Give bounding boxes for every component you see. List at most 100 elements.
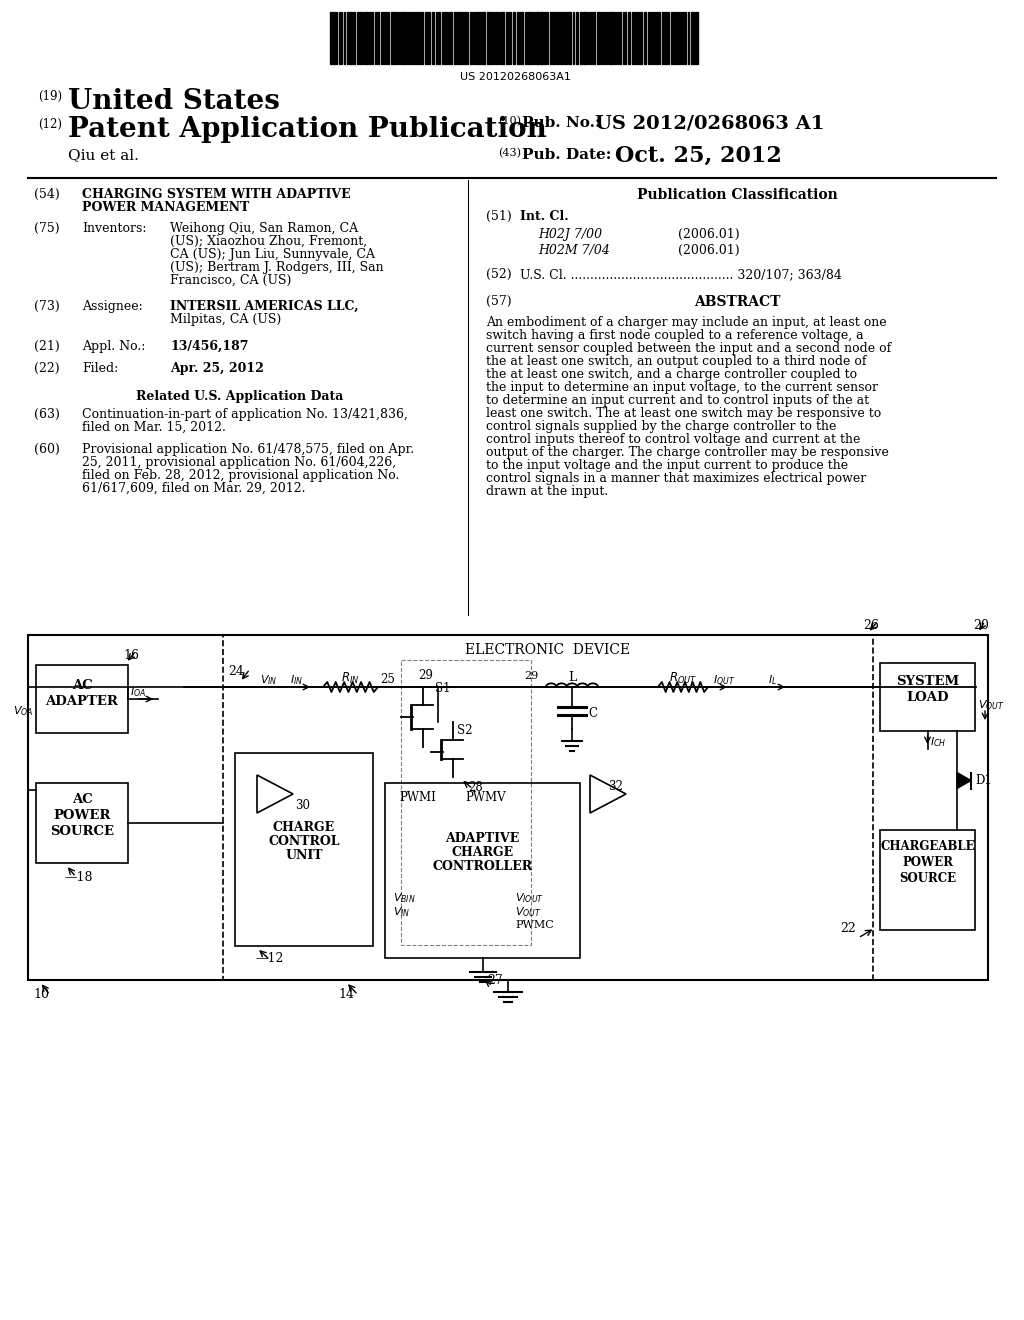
Text: SYSTEM: SYSTEM xyxy=(896,675,959,688)
Text: (2006.01): (2006.01) xyxy=(678,244,739,257)
Text: 29: 29 xyxy=(524,671,539,681)
Text: 26: 26 xyxy=(863,619,879,632)
Bar xyxy=(691,12,694,63)
Text: An embodiment of a charger may include an input, at least one: An embodiment of a charger may include a… xyxy=(486,315,887,329)
Bar xyxy=(531,12,534,63)
Text: Qiu et al.: Qiu et al. xyxy=(68,148,139,162)
Bar xyxy=(454,12,456,63)
Text: the at least one switch, and a charge controller coupled to: the at least one switch, and a charge co… xyxy=(486,368,857,381)
Text: UNIT: UNIT xyxy=(286,849,323,862)
Bar xyxy=(365,12,368,63)
Text: Milpitas, CA (US): Milpitas, CA (US) xyxy=(170,313,282,326)
Text: —12: —12 xyxy=(255,952,284,965)
Text: Assignee:: Assignee: xyxy=(82,300,142,313)
Bar xyxy=(583,12,586,63)
Bar xyxy=(415,12,417,63)
Bar xyxy=(357,12,359,63)
Bar xyxy=(664,12,667,63)
Text: (US); Xiaozhou Zhou, Fremont,: (US); Xiaozhou Zhou, Fremont, xyxy=(170,235,368,248)
Bar xyxy=(353,12,355,63)
Text: the at least one switch, an output coupled to a third node of: the at least one switch, an output coupl… xyxy=(486,355,866,368)
Bar xyxy=(464,12,466,63)
Text: 61/617,609, filed on Mar. 29, 2012.: 61/617,609, filed on Mar. 29, 2012. xyxy=(82,482,305,495)
Text: current sensor coupled between the input and a second node of: current sensor coupled between the input… xyxy=(486,342,891,355)
Text: $V_{IOUT}$: $V_{IOUT}$ xyxy=(515,891,544,906)
Text: $V_{OUT}$: $V_{OUT}$ xyxy=(515,906,542,919)
Bar xyxy=(561,12,563,63)
Bar xyxy=(444,12,447,63)
Text: Pub. Date:: Pub. Date: xyxy=(522,148,611,162)
Text: output of the charger. The charge controller may be responsive: output of the charger. The charge contro… xyxy=(486,446,889,459)
Text: $I_{OA}$: $I_{OA}$ xyxy=(130,685,146,698)
Text: drawn at the input.: drawn at the input. xyxy=(486,484,608,498)
Text: Provisional application No. 61/478,575, filed on Apr.: Provisional application No. 61/478,575, … xyxy=(82,444,414,455)
Text: Inventors:: Inventors: xyxy=(82,222,146,235)
Text: $R_{OUT}$: $R_{OUT}$ xyxy=(669,671,697,686)
Text: —18: —18 xyxy=(63,871,92,884)
Text: H02M 7/04: H02M 7/04 xyxy=(538,244,610,257)
Bar xyxy=(28,635,988,979)
Bar xyxy=(350,12,352,63)
Text: 30: 30 xyxy=(295,799,310,812)
Text: (57): (57) xyxy=(486,294,512,308)
Text: Int. Cl.: Int. Cl. xyxy=(520,210,568,223)
Bar xyxy=(403,12,406,63)
Bar xyxy=(36,665,128,733)
Text: (10): (10) xyxy=(498,116,521,127)
Text: ADAPTER: ADAPTER xyxy=(45,696,119,708)
Bar xyxy=(656,12,658,63)
Bar xyxy=(383,12,385,63)
Bar xyxy=(418,12,420,63)
Bar xyxy=(556,12,558,63)
Text: filed on Mar. 15, 2012.: filed on Mar. 15, 2012. xyxy=(82,421,226,434)
Text: AC: AC xyxy=(72,678,92,692)
Text: 27: 27 xyxy=(487,974,503,987)
Text: POWER: POWER xyxy=(902,855,953,869)
Text: Weihong Qiu, San Ramon, CA: Weihong Qiu, San Ramon, CA xyxy=(170,222,358,235)
Text: Related U.S. Application Data: Related U.S. Application Data xyxy=(136,389,344,403)
Bar xyxy=(501,12,504,63)
Text: (63): (63) xyxy=(34,408,59,421)
Text: 13/456,187: 13/456,187 xyxy=(170,341,249,352)
Bar xyxy=(644,12,646,63)
Bar xyxy=(391,12,394,63)
Text: (75): (75) xyxy=(34,222,59,235)
Text: LOAD: LOAD xyxy=(906,690,949,704)
Bar xyxy=(568,12,571,63)
Text: CHARGE: CHARGE xyxy=(452,846,514,859)
Text: 16: 16 xyxy=(123,649,139,663)
Text: control inputs thereof to control voltage and current at the: control inputs thereof to control voltag… xyxy=(486,433,860,446)
Text: Continuation-in-part of application No. 13/421,836,: Continuation-in-part of application No. … xyxy=(82,408,408,421)
Text: 14: 14 xyxy=(338,987,354,1001)
Bar xyxy=(517,12,519,63)
Bar xyxy=(609,12,612,63)
Bar xyxy=(432,12,434,63)
Text: $I_{IN}$: $I_{IN}$ xyxy=(290,673,303,686)
Text: $R_{IN}$: $R_{IN}$ xyxy=(341,671,359,686)
Text: 22: 22 xyxy=(840,921,856,935)
Bar xyxy=(409,12,411,63)
Bar xyxy=(487,12,490,63)
Text: S1: S1 xyxy=(435,682,451,696)
Text: United States: United States xyxy=(68,88,280,115)
Bar xyxy=(450,12,452,63)
Bar xyxy=(438,12,440,63)
Bar xyxy=(470,12,472,63)
Bar xyxy=(564,12,567,63)
Text: 20: 20 xyxy=(973,619,989,632)
Bar xyxy=(377,12,379,63)
Bar xyxy=(628,12,630,63)
Bar xyxy=(36,783,128,863)
Text: least one switch. The at least one switch may be responsive to: least one switch. The at least one switc… xyxy=(486,407,882,420)
Bar xyxy=(880,663,975,731)
Bar xyxy=(490,12,493,63)
Text: to determine an input current and to control inputs of the at: to determine an input current and to con… xyxy=(486,393,869,407)
Bar xyxy=(575,12,578,63)
Text: (19): (19) xyxy=(38,90,62,103)
Bar xyxy=(552,12,555,63)
Bar xyxy=(880,830,975,931)
Bar xyxy=(520,12,523,63)
Bar xyxy=(223,635,873,979)
Bar xyxy=(597,12,600,63)
Text: switch having a first node coupled to a reference voltage, a: switch having a first node coupled to a … xyxy=(486,329,863,342)
